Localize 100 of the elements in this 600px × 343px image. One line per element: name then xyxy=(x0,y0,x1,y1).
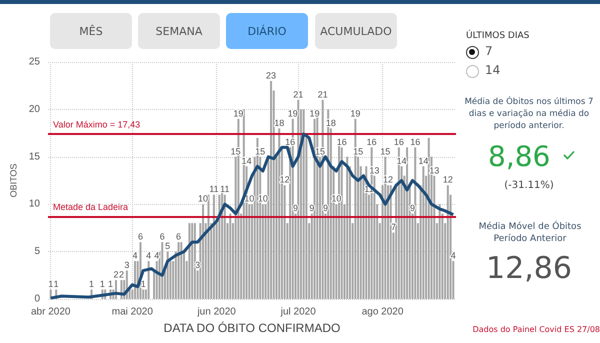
text: Média de Óbitos nos últimos 7 dias e variação na média do período anterior. xyxy=(464,96,594,132)
text: DIÁRIO xyxy=(226,13,308,49)
data-label: 4 xyxy=(132,250,138,261)
data-label: 11 xyxy=(220,184,230,194)
ref-line-label: Metade da Ladeira xyxy=(53,202,128,212)
data-label: 14 xyxy=(242,156,252,166)
text: Dados do Painel Covid ES 27/08 xyxy=(472,325,600,334)
data-label: 15 xyxy=(353,146,364,156)
bar xyxy=(414,147,416,299)
bar xyxy=(340,147,343,299)
data-label: 12 xyxy=(442,174,453,185)
text: 8,86 xyxy=(488,140,550,173)
data-label: 9 xyxy=(410,203,415,214)
data-label: 4 xyxy=(146,250,152,261)
data-label: 2 xyxy=(118,270,124,280)
data-label: 12 xyxy=(382,174,394,185)
text: (-31.11%) xyxy=(503,180,555,191)
data-label: 9 xyxy=(322,203,328,214)
data-label: 15 xyxy=(255,146,266,156)
data-label: 1 xyxy=(89,279,94,290)
data-label: 19 xyxy=(288,108,298,118)
data-label: 2 xyxy=(113,270,119,280)
bar xyxy=(212,194,215,299)
text: 12,86 xyxy=(485,251,573,286)
data-label: 14 xyxy=(396,156,407,166)
data-label: 14 xyxy=(418,156,428,166)
data-label: 16 xyxy=(394,136,404,147)
data-label: 15 xyxy=(314,146,326,156)
data-label: 10 xyxy=(258,194,268,204)
data-label: 23 xyxy=(266,70,276,80)
data-label: 7 xyxy=(390,222,396,232)
text: 14 xyxy=(485,63,500,77)
data-label: 21 xyxy=(293,89,304,100)
data-label: 13 xyxy=(429,165,440,176)
bar xyxy=(161,242,164,299)
data-label: 10 xyxy=(244,194,254,204)
data-label: 1 xyxy=(100,279,105,290)
bar xyxy=(446,185,449,299)
text: Média Móvel de Óbitos Período Anterior xyxy=(478,221,582,245)
data-label: 5 xyxy=(165,241,170,252)
y-tick-label: 15 xyxy=(28,151,40,162)
text: SEMANA xyxy=(138,13,220,49)
bar xyxy=(270,80,272,299)
data-label: 15 xyxy=(380,146,390,156)
bar xyxy=(180,242,182,299)
data-label: 10 xyxy=(198,194,208,204)
bar xyxy=(224,194,226,299)
data-label: 19 xyxy=(350,108,360,118)
y-tick-label: 25 xyxy=(28,56,40,68)
bar xyxy=(438,204,441,299)
y-axis-title: OBITOS xyxy=(8,164,18,198)
data-label: 11 xyxy=(209,184,219,194)
bar xyxy=(218,194,220,299)
data-label: 13 xyxy=(369,165,380,176)
data-label: 12 xyxy=(280,174,290,185)
bar xyxy=(178,242,180,299)
data-label: 9 xyxy=(309,203,314,214)
x-tick-label: jun 2020 xyxy=(196,306,236,318)
data-label: 6 xyxy=(160,232,165,242)
data-label: 4 xyxy=(450,250,456,261)
x-tick-label: abr 2020 xyxy=(30,306,71,318)
data-label: 3 xyxy=(195,260,200,270)
data-label: 15 xyxy=(230,146,241,156)
data-label: 1 xyxy=(48,279,54,290)
data-label: 6 xyxy=(138,232,143,242)
bar xyxy=(188,223,190,299)
data-label: 9 xyxy=(293,203,298,214)
data-label: 16 xyxy=(285,136,296,147)
bar xyxy=(346,156,348,299)
data-label: 6 xyxy=(176,232,182,242)
data-label: 16 xyxy=(336,136,347,147)
bar xyxy=(428,138,430,299)
data-label: 10 xyxy=(331,194,342,204)
x-axis-title: DATA DO ÓBITO CONFIRMADO xyxy=(164,320,340,335)
text: ACUMULADO xyxy=(315,13,397,49)
text: 7 xyxy=(485,44,493,58)
bar xyxy=(191,223,194,299)
bar xyxy=(207,194,210,299)
data-label: 3 xyxy=(124,260,130,270)
bar xyxy=(202,204,204,299)
bar xyxy=(229,214,232,299)
ref-line-label: Valor Máximo = 17,43 xyxy=(53,119,140,130)
y-tick-label: 20 xyxy=(28,104,40,115)
bar xyxy=(278,128,280,299)
data-label: 1 xyxy=(140,279,146,290)
y-tick-label: 10 xyxy=(28,198,40,210)
text: ÚLTIMOS DIAS xyxy=(466,31,530,41)
y-tick-label: 5 xyxy=(34,246,40,258)
bar xyxy=(390,185,392,299)
x-tick-label: mai 2020 xyxy=(112,306,154,318)
x-tick-label: jul 2020 xyxy=(280,306,316,318)
bar xyxy=(422,166,424,299)
bar xyxy=(406,147,408,299)
data-label: 1 xyxy=(54,279,59,290)
data-label: 18 xyxy=(274,118,284,128)
data-label: 19 xyxy=(233,108,244,118)
y-tick-label: 0 xyxy=(34,294,40,304)
bar xyxy=(148,261,150,299)
data-label: 4 xyxy=(154,250,160,261)
text: MÊS xyxy=(50,13,132,49)
